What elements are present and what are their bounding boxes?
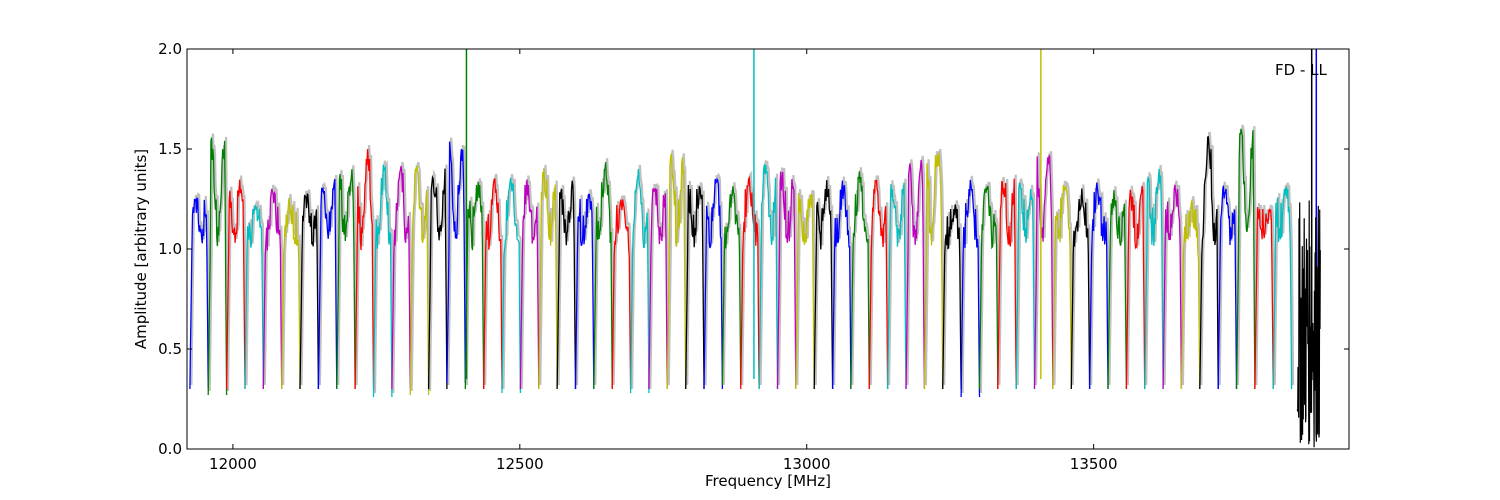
y-tick-label: 0.5	[158, 340, 182, 358]
series-band-51	[1125, 185, 1146, 390]
series-band-14	[446, 141, 466, 384]
series-band-39	[905, 159, 926, 390]
series-band-25	[648, 187, 668, 390]
series-band-38	[886, 182, 907, 390]
plot-layer	[189, 49, 1321, 448]
y-tick-label: 2.0	[158, 40, 182, 58]
series-band-33	[795, 193, 815, 390]
series-band-3	[244, 204, 264, 390]
x-tick-label: 12500	[496, 455, 544, 473]
series-band-42	[960, 179, 981, 398]
series-band-5	[281, 197, 301, 390]
series-band-57	[1235, 128, 1256, 390]
series-band-23	[611, 199, 632, 390]
series-band-43	[978, 185, 999, 390]
x-tick-label: 12000	[209, 455, 257, 473]
series-band-26	[666, 153, 687, 390]
x-axis-label: Frequency [MHz]	[705, 472, 831, 490]
series-band-49	[1088, 182, 1109, 390]
series-band-44	[997, 178, 1017, 390]
series-band-45	[1015, 182, 1036, 390]
chart-annotation: FD - LL	[1275, 61, 1327, 79]
series-band-48	[1070, 188, 1091, 390]
series-band-35	[831, 180, 852, 390]
series-band-24	[629, 168, 650, 394]
series-band-15	[464, 182, 485, 390]
series-band-28	[703, 177, 724, 390]
series-band-12	[409, 166, 430, 396]
series-band-50	[1107, 190, 1128, 390]
series-band-46	[1033, 155, 1054, 390]
y-tick-label: 1.5	[158, 140, 182, 158]
series-band-11	[391, 165, 411, 390]
series-band-54	[1180, 200, 1201, 390]
series-band-47	[1052, 184, 1072, 390]
series-band-41	[942, 204, 962, 390]
series-band-56	[1217, 185, 1238, 390]
series-band-7	[317, 178, 338, 390]
series-band-29	[721, 186, 742, 386]
series-band-17	[501, 177, 522, 394]
series-band-4	[262, 188, 283, 390]
series-band-34	[813, 180, 834, 390]
series-band-40	[923, 152, 944, 390]
series-band-0	[189, 196, 209, 390]
series-band-16	[483, 178, 503, 390]
series-band-52	[1144, 168, 1164, 390]
series-band-58	[1254, 207, 1274, 390]
series-band-6	[299, 193, 320, 390]
series-band-36	[850, 171, 870, 390]
series-band-1	[207, 137, 228, 396]
noise-region	[1296, 200, 1321, 448]
series-band-9	[354, 149, 375, 390]
x-tick-label: 13500	[1070, 455, 1118, 473]
series-band-13	[427, 168, 448, 390]
series-band-32	[776, 171, 797, 390]
series-band-18	[519, 179, 540, 390]
y-tick-label: 1.0	[158, 240, 182, 258]
series-band-10	[372, 164, 393, 398]
series-band-55	[1199, 136, 1219, 390]
series-band-19	[538, 168, 558, 390]
series-band-37	[868, 179, 889, 390]
series-band-31	[758, 164, 779, 390]
axis-ticks: 12000 12500 13000 13500 0.0 0.5 1.0 1.5 2.0	[158, 40, 1349, 473]
series-band-22	[593, 162, 613, 390]
series-band-27	[685, 184, 705, 390]
series-band-20	[556, 180, 577, 390]
series-band-8	[336, 169, 356, 390]
series-band-59	[1272, 186, 1293, 390]
y-axis-label: Amplitude [arbitrary units]	[132, 149, 150, 349]
x-tick-label: 13000	[783, 455, 831, 473]
series-band-21	[574, 193, 595, 390]
series-band-53	[1162, 184, 1183, 390]
series-band-2	[225, 179, 246, 390]
series-band-30	[740, 175, 760, 390]
y-tick-label: 0.0	[158, 440, 182, 458]
